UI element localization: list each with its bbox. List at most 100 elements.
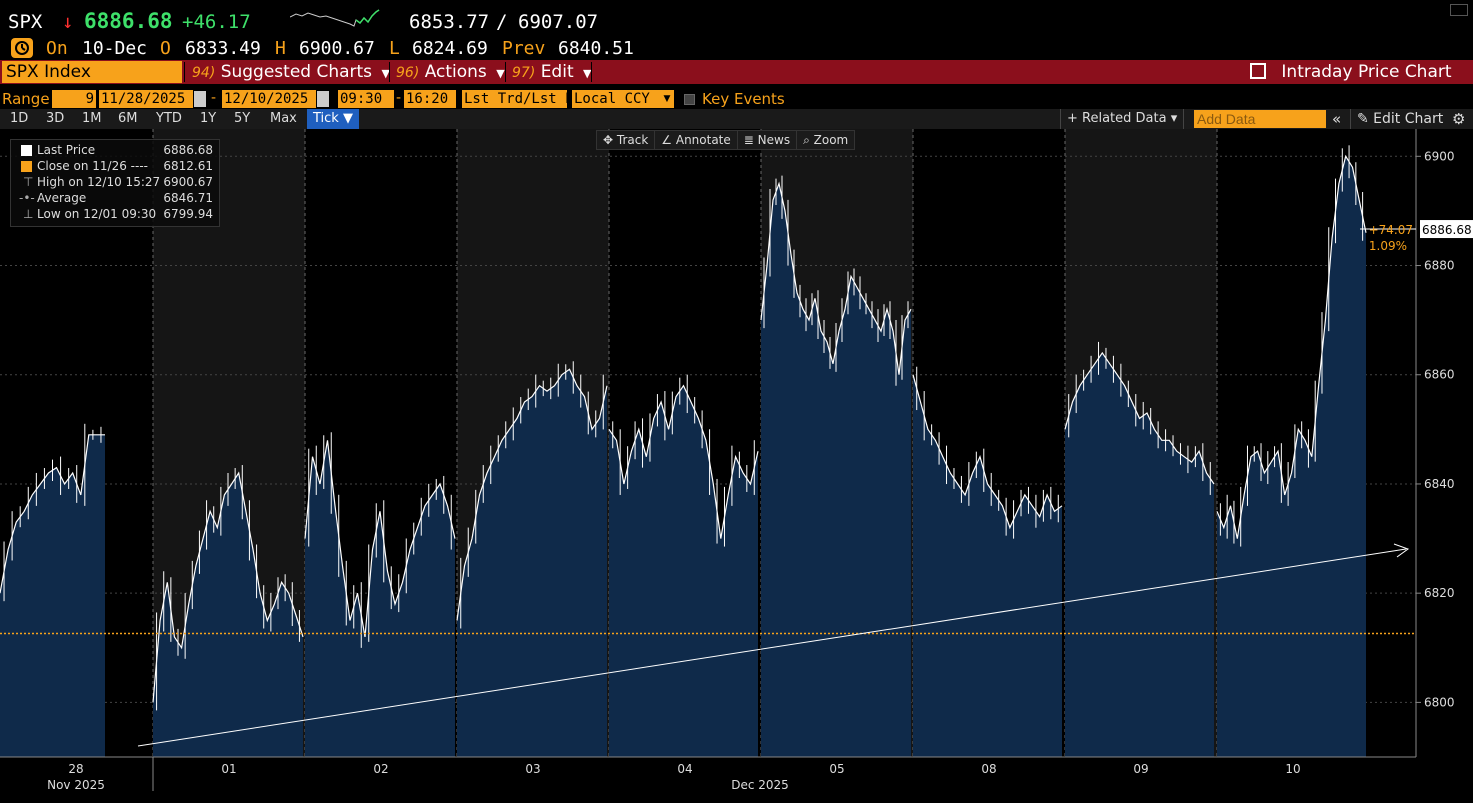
suggested-charts-button[interactable]: 94) Suggested Charts ▼ <box>188 60 394 84</box>
y-tick-label: 6860 <box>1424 368 1455 382</box>
low-label: L <box>389 38 400 59</box>
x-tick-label: 01 <box>221 762 236 776</box>
end-time-field[interactable]: 16:20 <box>404 90 456 108</box>
news-icon: ≣ <box>743 133 758 147</box>
period-1m[interactable]: 1M <box>82 111 102 126</box>
actions-label: Actions <box>424 62 487 82</box>
down-arrow-icon: ↓ <box>62 11 74 33</box>
period-max[interactable]: Max <box>270 111 297 126</box>
legend-row[interactable]: Close on 11/26 ---- 6812.61 <box>17 158 213 174</box>
period-bar: 1D 3D 1M 6M YTD 1Y 5Y Max Tick ▼ + Relat… <box>0 109 1473 129</box>
legend-value: 6900.67 <box>163 175 213 189</box>
period-5y[interactable]: 5Y <box>234 111 251 126</box>
annotate-label: Annotate <box>675 133 731 147</box>
crosshair-icon: ✥ <box>603 133 617 147</box>
zoom-label: Zoom <box>813 133 849 147</box>
period-3d[interactable]: 3D <box>46 111 65 126</box>
window-corner-button[interactable] <box>1450 4 1468 16</box>
legend-name: Close on 11/26 ---- <box>37 159 148 173</box>
prev-label: Prev <box>502 38 546 59</box>
price-area <box>761 183 911 758</box>
start-date-field[interactable]: 11/28/2025 <box>99 90 193 108</box>
low-marker-icon: ⊥ <box>23 207 34 221</box>
date-dash: - <box>211 90 217 106</box>
security-field[interactable]: SPX Index <box>2 61 182 83</box>
key-events-checkbox[interactable] <box>684 94 695 105</box>
range-label: Range <box>2 90 50 108</box>
add-data-input[interactable] <box>1194 110 1326 128</box>
legend-swatch <box>21 145 32 156</box>
collapse-icon[interactable]: « <box>1332 110 1342 128</box>
legend-row[interactable]: ⊤ High on 12/10 15:27 6900.67 <box>17 174 213 190</box>
chevron-down-icon: ▼ <box>381 67 390 80</box>
x-tick-label: 04 <box>677 762 692 776</box>
x-tick-label: 03 <box>525 762 540 776</box>
change-pct-label: 1.09% <box>1369 239 1407 253</box>
prev-value: 6840.51 <box>558 38 634 59</box>
x-tick-label: 09 <box>1133 762 1148 776</box>
track-tool[interactable]: ✥ Track <box>597 131 656 149</box>
market-data-select[interactable]: Lst Trd/Lst P: <box>462 90 567 108</box>
price-line <box>1216 154 1367 539</box>
key-events-label: Key Events <box>702 90 785 108</box>
chart-title: Intraday Price Chart <box>1281 62 1452 82</box>
related-data-button[interactable]: + Related Data ▾ <box>1060 109 1185 129</box>
sparkline-icon <box>290 9 380 27</box>
legend-name: Last Price <box>37 143 96 157</box>
last-price: 6886.68 <box>84 9 173 33</box>
news-label: News <box>757 133 791 147</box>
period-1y[interactable]: 1Y <box>200 111 217 126</box>
annotate-tool[interactable]: ∠ Annotate <box>655 131 738 149</box>
last-price-tag <box>1420 220 1473 239</box>
legend-row[interactable]: ⊥ Low on 12/01 09:30 6799.94 <box>17 206 213 222</box>
zoom-tool[interactable]: ⌕ Zoom <box>797 131 854 149</box>
gear-icon[interactable]: ⚙ <box>1452 110 1466 128</box>
currency-select[interactable]: Local CCY <box>572 90 660 108</box>
quote-details: On 10-Dec O 6833.49 H 6900.67 L 6824.69 … <box>0 38 1473 60</box>
actions-button[interactable]: 96) Actions ▼ <box>392 60 509 84</box>
divider <box>389 62 390 82</box>
function-bar: SPX Index 94) Suggested Charts ▼ 96) Act… <box>0 60 1473 84</box>
price-area <box>153 473 303 757</box>
price-area <box>913 374 1062 757</box>
end-date-field[interactable]: 12/10/2025 <box>222 90 316 108</box>
price-line <box>304 440 456 638</box>
edit-num: 97) <box>512 65 536 81</box>
pencil-icon: ∠ <box>661 133 676 147</box>
x-tick-label: 02 <box>373 762 388 776</box>
edit-chart-button[interactable]: ✎ Edit Chart <box>1350 109 1449 129</box>
price-chart[interactable]: 6800 6820 6840 6860 6880 6900 6886.68 +74.07 1.0… <box>0 129 1473 803</box>
trend-arrow <box>137 548 1407 747</box>
time-dash: - <box>396 90 402 106</box>
price-change: +46.17 <box>182 11 251 33</box>
legend-row[interactable]: -•- Average 6846.71 <box>17 190 213 206</box>
bid-ask-separator: / <box>496 11 508 33</box>
high-label: H <box>275 38 286 59</box>
tick-dropdown[interactable]: Tick ▼ <box>307 109 359 129</box>
suggested-charts-label: Suggested Charts <box>220 62 373 82</box>
legend-row[interactable]: Last Price 6886.68 <box>17 142 213 158</box>
on-label: On <box>46 38 68 59</box>
price-area <box>1065 352 1214 757</box>
period-6m[interactable]: 6M <box>118 111 138 126</box>
start-time-field[interactable]: 09:30 <box>338 90 394 108</box>
range-days-field[interactable]: 9 <box>52 90 96 108</box>
chart-legend: Last Price 6886.68 Close on 11/26 ---- 6… <box>10 139 220 227</box>
legend-swatch <box>21 161 32 172</box>
edit-button[interactable]: 97) Edit ▼ <box>508 60 595 84</box>
chart-toolbar: ✥ Track ∠ Annotate ≣ News ⌕ Zoom <box>596 130 856 150</box>
ask-price: 6907.07 <box>518 11 599 33</box>
intraday-price-chart-button[interactable]: Intraday Price Chart <box>1246 60 1456 84</box>
divider <box>505 62 506 82</box>
chevron-down-icon: ▼ <box>496 67 505 80</box>
quote-date: 10-Dec <box>82 38 148 59</box>
chevron-down-icon[interactable]: ▼ <box>660 90 674 108</box>
low-value: 6824.69 <box>412 38 488 59</box>
x-month-label: Nov 2025 <box>47 778 105 792</box>
period-ytd[interactable]: YTD <box>156 111 182 126</box>
calendar-icon[interactable] <box>317 91 329 107</box>
news-tool[interactable]: ≣ News <box>738 131 798 149</box>
calendar-icon[interactable] <box>194 91 206 107</box>
price-area <box>305 440 455 757</box>
period-1d[interactable]: 1D <box>10 111 29 126</box>
